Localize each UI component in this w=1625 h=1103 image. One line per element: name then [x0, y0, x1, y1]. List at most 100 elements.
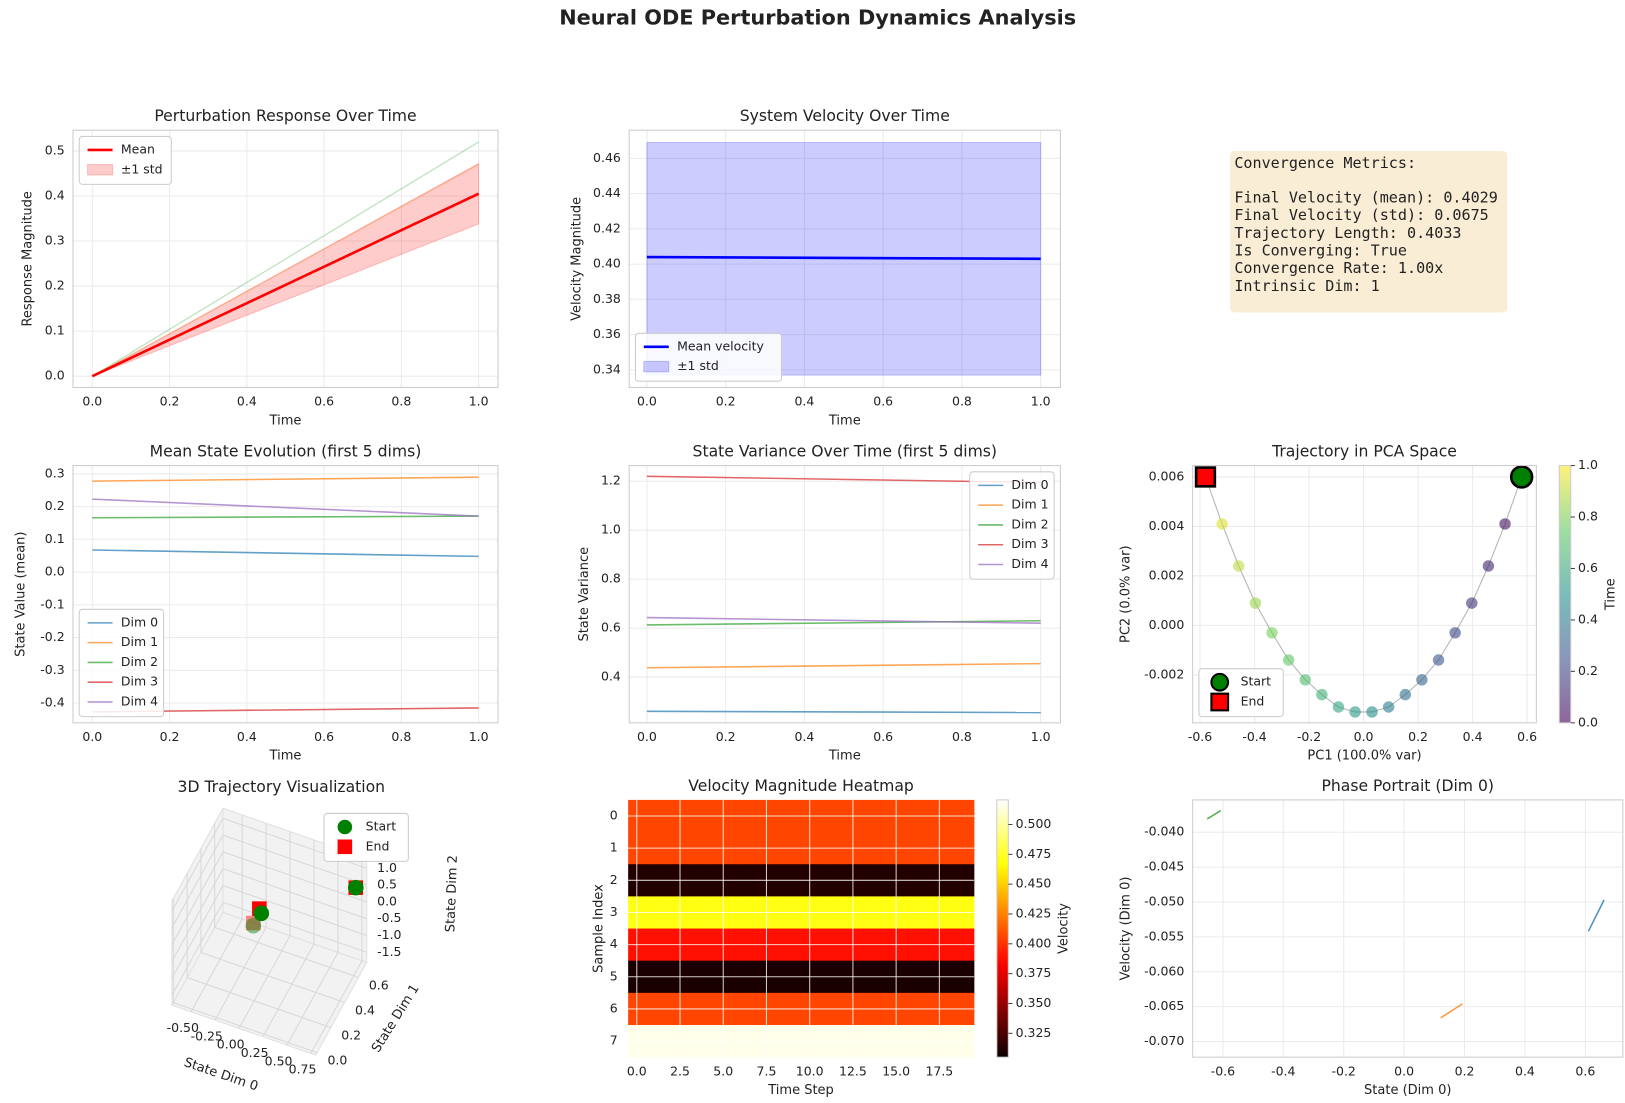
y-tick-label: 6 [610, 1000, 618, 1015]
metrics-title: Convergence Metrics: [1234, 154, 1416, 172]
y-tick-label: -0.045 [1144, 859, 1184, 874]
x-tick-label: 0.0 [627, 1063, 647, 1078]
y-tick-label: 0.3 [45, 233, 65, 248]
legend-label: ±1 std [677, 358, 719, 373]
y-tick-label: -0.065 [1144, 998, 1184, 1013]
line [646, 662, 1041, 669]
metrics-line: Final Velocity (mean): 0.4029 [1234, 188, 1498, 206]
axes-frame [628, 465, 1061, 724]
figure-title: Neural ODE Perturbation Dynamics Analysi… [559, 6, 1076, 30]
z-tick-label: 0.0 [377, 893, 397, 908]
grid-line [171, 885, 224, 979]
z-tick-label: 0.5 [377, 877, 397, 892]
scatter-point [1332, 701, 1345, 713]
legend-label: End [366, 838, 390, 853]
metrics-box [1230, 151, 1508, 313]
y-tick-label: 2 [610, 872, 618, 887]
y-axis-label: Velocity Magnitude [570, 197, 585, 321]
y-tick-label: 0.42 [593, 220, 621, 235]
colorbar-tick-label: 0.375 [1016, 965, 1052, 980]
y-tick-label: 0.46 [593, 150, 621, 165]
scatter-point [1399, 688, 1411, 701]
legend-box [969, 471, 1055, 580]
x-tick-label: -0.6 [1188, 729, 1212, 744]
scatter-point [1349, 706, 1361, 718]
y-tick-label: 0.8 [601, 571, 621, 586]
y-tick-label: 0.6 [369, 977, 389, 992]
chart-title: 3D Trajectory Visualization [178, 778, 386, 796]
line [92, 515, 479, 519]
x-tick-label: 0.4 [237, 394, 257, 409]
x-tick-label: 1.0 [469, 729, 489, 744]
line [646, 710, 1041, 714]
y-tick-label: 0.4 [355, 1002, 375, 1017]
metrics-line: Is Converging: True [1234, 242, 1407, 260]
x-tick-label: -0.50 [167, 1020, 199, 1035]
y-tick-label: 0.38 [593, 291, 621, 306]
legend-box [78, 135, 172, 185]
chart-title: Velocity Magnitude Heatmap [688, 777, 914, 795]
z-tick-label: 1.0 [377, 860, 397, 875]
z-tick-label: -0.5 [377, 910, 401, 925]
grid-line [200, 951, 345, 1003]
grid-line [214, 926, 359, 978]
y-axis-label: State Value (mean) [13, 532, 28, 657]
y-tick-label: 0.006 [1149, 468, 1185, 483]
legend-label: Dim 4 [121, 694, 158, 709]
x-tick-label: 0.75 [289, 1062, 317, 1077]
y-tick-label: -0.1 [40, 596, 64, 611]
legend-box [78, 608, 165, 718]
z-tick-label: -1.0 [377, 927, 401, 942]
x-tick-label: 0.6 [314, 729, 334, 744]
x-tick-label: 0.2 [716, 729, 736, 744]
y-axis-label: Response Magnitude [21, 191, 36, 326]
grid-line [171, 902, 224, 996]
x-tick-label: 0.8 [952, 394, 972, 409]
colorbar-tick-label: 0.6 [1578, 560, 1598, 575]
colorbar-tick-label: 1.0 [1578, 457, 1598, 472]
plot-area [1192, 799, 1623, 1058]
y-tick-label: 1.0 [601, 522, 621, 537]
legend-swatch [1210, 692, 1230, 712]
x-tick-label: 2.5 [670, 1063, 690, 1078]
x-axis-label: State (Dim 0) [1364, 1083, 1451, 1098]
line [646, 619, 1041, 626]
start-point [347, 879, 364, 896]
x-tick-label: 0.2 [160, 394, 180, 409]
colorbar-label: Time [1603, 578, 1618, 611]
chart-title: Phase Portrait (Dim 0) [1321, 777, 1494, 795]
x-tick-label: -0.4 [1242, 729, 1266, 744]
y-axis-label: Velocity (Dim 0) [1119, 877, 1134, 981]
y-tick-label: 0.0 [45, 368, 65, 383]
metrics-line: Final Velocity (std): 0.0675 [1234, 206, 1488, 224]
colorbar-tick-label: 0.425 [1016, 905, 1052, 920]
x-tick-label: -0.25 [191, 1028, 223, 1043]
x-tick-label: 0.8 [391, 394, 411, 409]
x-tick-label: 0.6 [1517, 729, 1537, 744]
y-tick-label: 0.004 [1149, 518, 1185, 533]
line [92, 476, 479, 482]
x-tick-label: 0.8 [952, 729, 972, 744]
y-tick-label: -0.040 [1144, 824, 1184, 839]
legend-label: ±1 std [121, 161, 163, 176]
chart-title: Trajectory in PCA Space [1271, 443, 1457, 461]
grid-line [222, 851, 367, 903]
x-tick-label: 0.8 [391, 729, 411, 744]
scatter-point [1499, 518, 1511, 530]
y-tick-label: 0.1 [45, 323, 65, 338]
line [92, 163, 479, 377]
legend-label: Dim 3 [121, 674, 158, 689]
y-tick-label: -0.050 [1144, 893, 1184, 908]
scatter-point [1466, 597, 1478, 609]
legend-swatch [337, 819, 353, 835]
y-tick-label: 0.0 [327, 1052, 347, 1067]
legend-label: Dim 2 [121, 654, 158, 669]
x-tick-label: 0.6 [873, 729, 893, 744]
y-tick-label: 5 [610, 968, 618, 983]
grid-line [222, 901, 367, 953]
chart-title: Mean State Evolution (first 5 dims) [150, 443, 422, 461]
y-tick-label: 0.36 [593, 326, 621, 341]
y-tick-label: -0.4 [40, 695, 64, 710]
axes-frame [628, 129, 1061, 388]
x-tick-label: 1.0 [1031, 394, 1051, 409]
